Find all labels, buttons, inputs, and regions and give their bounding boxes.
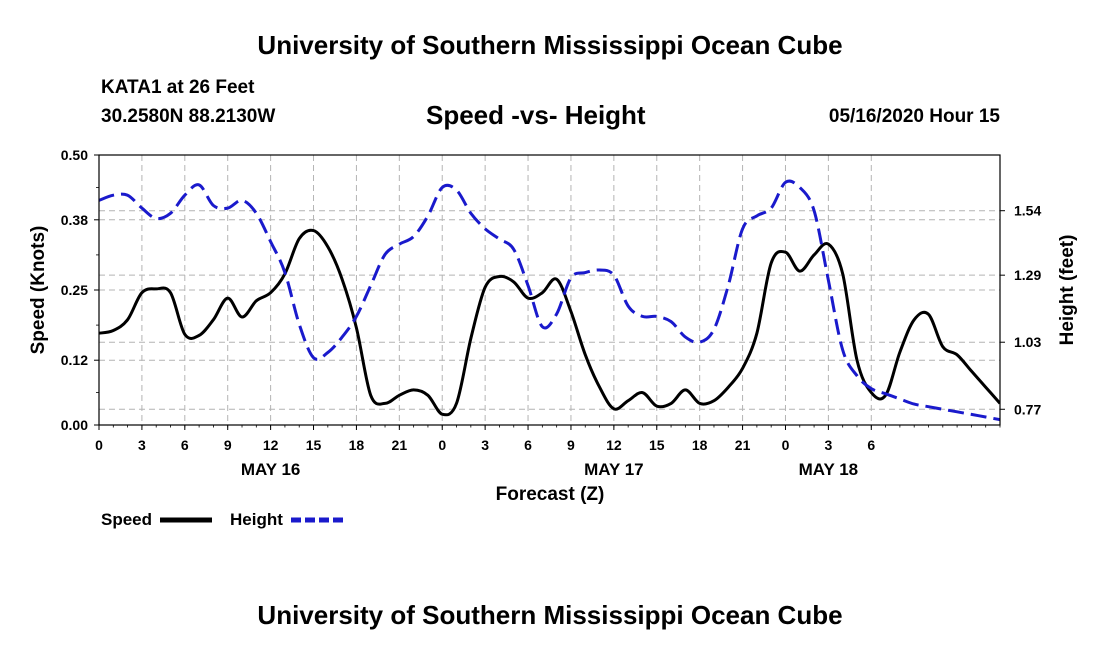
y-tick-label: 0.00 <box>61 417 88 433</box>
issued-datetime: 05/16/2020 Hour 15 <box>828 106 1000 127</box>
y2-tick-label: 0.77 <box>1014 401 1041 417</box>
x-tick-label: 21 <box>735 437 751 453</box>
coordinates-label: 30.2580N 88.2130W <box>101 106 276 127</box>
x-axis-label: Forecast (Z) <box>496 484 605 505</box>
x-tick-label: 6 <box>524 437 532 453</box>
bottom-title: University of Southern Mississippi Ocean… <box>257 600 843 630</box>
x-tick-label: 3 <box>138 437 146 453</box>
y-tick-label: 0.25 <box>61 282 88 298</box>
legend-speed-label: Speed <box>101 510 152 529</box>
y-axis-label: Speed (Knots) <box>28 226 49 355</box>
x-tick-label: 15 <box>306 437 322 453</box>
x-tick-label: 9 <box>567 437 575 453</box>
x-tick-label: 18 <box>692 437 708 453</box>
x-date-label: MAY 17 <box>584 460 644 479</box>
x-date-label: MAY 18 <box>799 460 859 479</box>
legend-height-label: Height <box>230 510 283 529</box>
grid-lines <box>99 155 1000 425</box>
x-tick-label: 18 <box>349 437 365 453</box>
x-tick-label: 6 <box>867 437 875 453</box>
x-date-label: MAY 16 <box>241 460 301 479</box>
speed-series-line <box>99 228 1000 417</box>
x-tick-label: 12 <box>606 437 622 453</box>
x-tick-label: 0 <box>782 437 790 453</box>
y2-tick-label: 1.03 <box>1014 334 1041 350</box>
x-tick-label: 12 <box>263 437 279 453</box>
x-tick-label: 21 <box>392 437 408 453</box>
height-series-line <box>99 179 1000 422</box>
station-label: KATA1 at 26 Feet <box>101 77 255 98</box>
x-tick-label: 9 <box>224 437 232 453</box>
series-layer <box>99 179 1000 422</box>
axes: 0 3 6 9 12 15 18 21 0 3 6 9 12 15 18 21 0 3 6 MAY 16 MAY 17 M… <box>61 147 1042 479</box>
x-tick-label: 0 <box>95 437 103 453</box>
y-tick-label: 0.12 <box>61 352 88 368</box>
x-tick-label: 15 <box>649 437 665 453</box>
y2-tick-label: 1.29 <box>1014 267 1041 283</box>
x-tick-label: 6 <box>181 437 189 453</box>
y2-tick-label: 1.54 <box>1014 203 1041 219</box>
x-tick-label: 3 <box>824 437 832 453</box>
top-title: University of Southern Mississippi Ocean… <box>257 30 843 60</box>
x-tick-label: 3 <box>481 437 489 453</box>
y-tick-label: 0.50 <box>61 147 88 163</box>
y-tick-label: 0.38 <box>61 212 88 228</box>
chart-title: Speed -vs- Height <box>426 100 646 130</box>
x-tick-label: 0 <box>438 437 446 453</box>
y2-axis-label: Height (feet) <box>1057 235 1078 346</box>
